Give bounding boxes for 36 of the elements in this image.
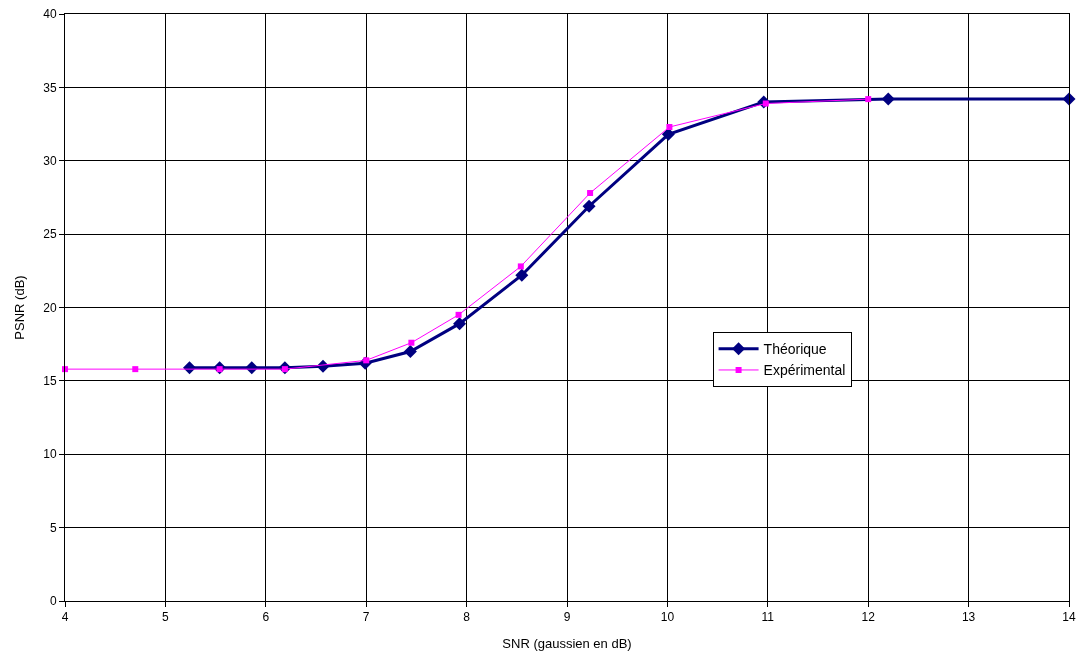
x-tick-label: 7	[362, 610, 370, 625]
point	[408, 339, 415, 346]
legend-label: Expérimental	[763, 362, 846, 379]
point	[587, 190, 594, 197]
x-tick-label: 9	[563, 610, 571, 625]
y-tick-label: 15	[43, 374, 57, 389]
y-tick-label: 40	[43, 7, 57, 22]
x-tick-label: 8	[463, 610, 471, 625]
y-tick-label: 0	[49, 594, 57, 609]
y-tick-label: 20	[43, 300, 57, 315]
point	[515, 268, 529, 282]
y-tick-label: 10	[43, 447, 57, 462]
y-tick-label: 35	[43, 80, 57, 95]
y-tick-label: 30	[43, 153, 57, 168]
point	[582, 199, 596, 213]
x-tick-label: 5	[162, 610, 170, 625]
legend-label: Théorique	[763, 341, 827, 358]
x-axis-title: SNR (gaussien en dB)	[502, 636, 632, 651]
x-tick-label: 6	[262, 610, 270, 625]
x-tick-label: 4	[61, 610, 69, 625]
point	[666, 124, 673, 130]
x-tick-label: 10	[660, 610, 675, 625]
x-tick-label: 13	[961, 610, 976, 625]
x-tick-label: 14	[1062, 610, 1076, 625]
y-tick-label: 25	[43, 227, 57, 242]
point	[453, 317, 467, 331]
x-tick-label: 12	[861, 610, 876, 625]
point	[517, 263, 524, 270]
x-tick-label: 11	[761, 610, 775, 625]
point	[455, 311, 462, 318]
point	[881, 92, 895, 106]
point	[132, 366, 139, 373]
point	[865, 96, 872, 103]
y-tick-label: 5	[49, 520, 57, 535]
point	[403, 345, 417, 359]
y-axis-title: PSNR (dB)	[12, 275, 28, 340]
